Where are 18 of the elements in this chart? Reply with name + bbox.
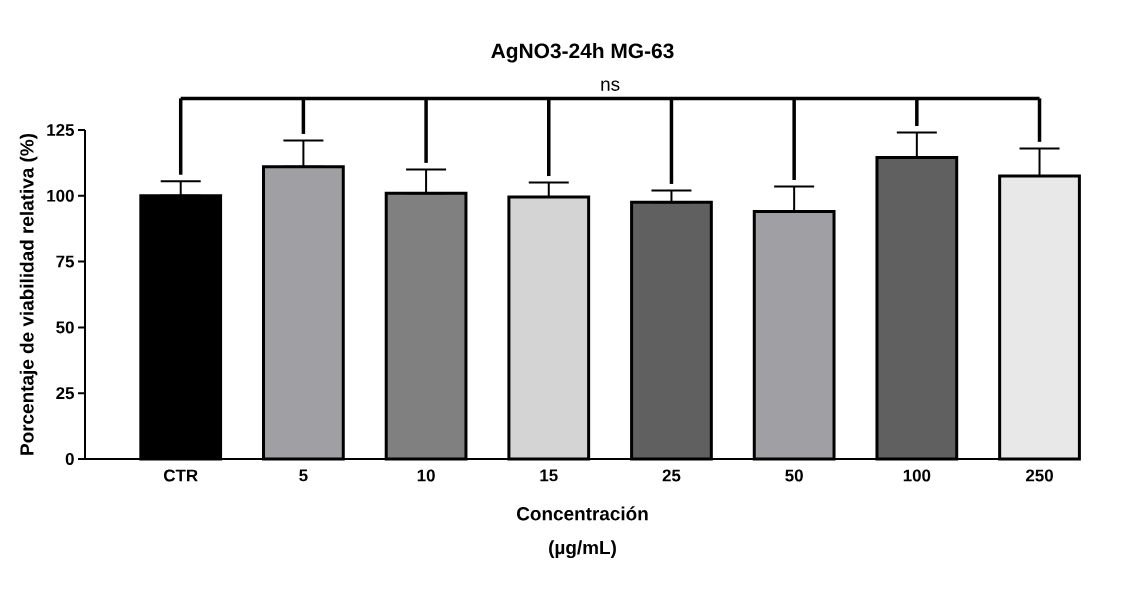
x-tick-label: 5 [299, 469, 308, 482]
y-tick-label: 125 [47, 123, 75, 136]
y-tick-label: 100 [47, 189, 74, 202]
y-tick-label: 75 [56, 255, 75, 268]
y-axis-title: Porcentaje de viabilidad relativa (%) [19, 133, 38, 455]
x-tick-label: 10 [417, 469, 435, 482]
x-tick-label: 25 [662, 469, 681, 482]
y-tick-label: 25 [56, 387, 75, 400]
x-tick-label: 250 [1025, 469, 1053, 482]
x-tick-label: 15 [540, 469, 558, 482]
chart-title: AgNO3-24h MG-63 [491, 42, 674, 63]
x-tick-label: 100 [903, 469, 931, 482]
x-tick-label: 50 [785, 469, 803, 482]
x-tick-label: CTR [163, 469, 198, 482]
y-tick-label: 0 [65, 452, 74, 465]
y-tick-label: 50 [56, 321, 74, 334]
text: ns [601, 80, 620, 91]
x-axis-title: Concentración (µg/mL) [517, 506, 648, 559]
